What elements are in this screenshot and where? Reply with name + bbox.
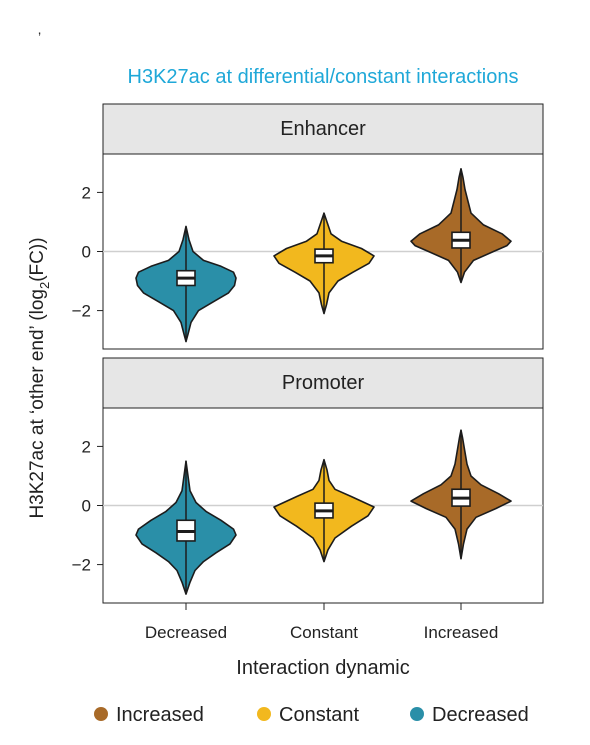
- y-tick-label: 2: [82, 437, 91, 456]
- y-axis-title: H3K27ac at ‘other end’ (log2(FC)): [27, 237, 52, 518]
- legend: Increased Constant Decreased: [94, 704, 529, 726]
- legend-label-decreased: Decreased: [432, 704, 529, 726]
- panel-enhancer-label: Enhancer: [280, 118, 366, 140]
- x-label-increased: Increased: [424, 623, 499, 642]
- x-label-decreased: Decreased: [145, 623, 227, 642]
- panel-promoter-plot: 2 0 −2: [72, 429, 543, 595]
- legend-swatch-decreased: [410, 707, 424, 721]
- y-tick-label: −2: [72, 556, 91, 575]
- legend-label-increased: Increased: [116, 704, 204, 726]
- y-tick-label: −2: [72, 302, 91, 321]
- y-axis-title-suffix: (FC)): [27, 237, 48, 281]
- panel-promoter-label: Promoter: [282, 372, 365, 394]
- panel-enhancer: Enhancer 2 0 −2: [72, 103, 544, 350]
- legend-swatch-constant: [257, 707, 271, 721]
- legend-label-constant: Constant: [279, 704, 359, 726]
- stray-mark: ’: [38, 29, 41, 45]
- x-label-constant: Constant: [290, 623, 358, 642]
- panel-enhancer-strip: [102, 103, 544, 155]
- panel-enhancer-plot: 2 0 −2: [72, 168, 543, 343]
- y-axis-title-subscript: 2: [37, 282, 52, 289]
- y-tick-label: 0: [82, 497, 91, 516]
- legend-swatch-increased: [94, 707, 108, 721]
- x-axis: Decreased Constant Increased: [145, 603, 498, 642]
- y-axis-title-main: H3K27ac at ‘other end’ (log: [27, 289, 48, 519]
- x-axis-title: Interaction dynamic: [236, 657, 409, 679]
- y-tick-label: 0: [82, 243, 91, 262]
- panel-promoter: Promoter 2 0 −2: [72, 357, 544, 604]
- y-tick-label: 2: [82, 183, 91, 202]
- chart-title: H3K27ac at differential/constant interac…: [128, 66, 519, 88]
